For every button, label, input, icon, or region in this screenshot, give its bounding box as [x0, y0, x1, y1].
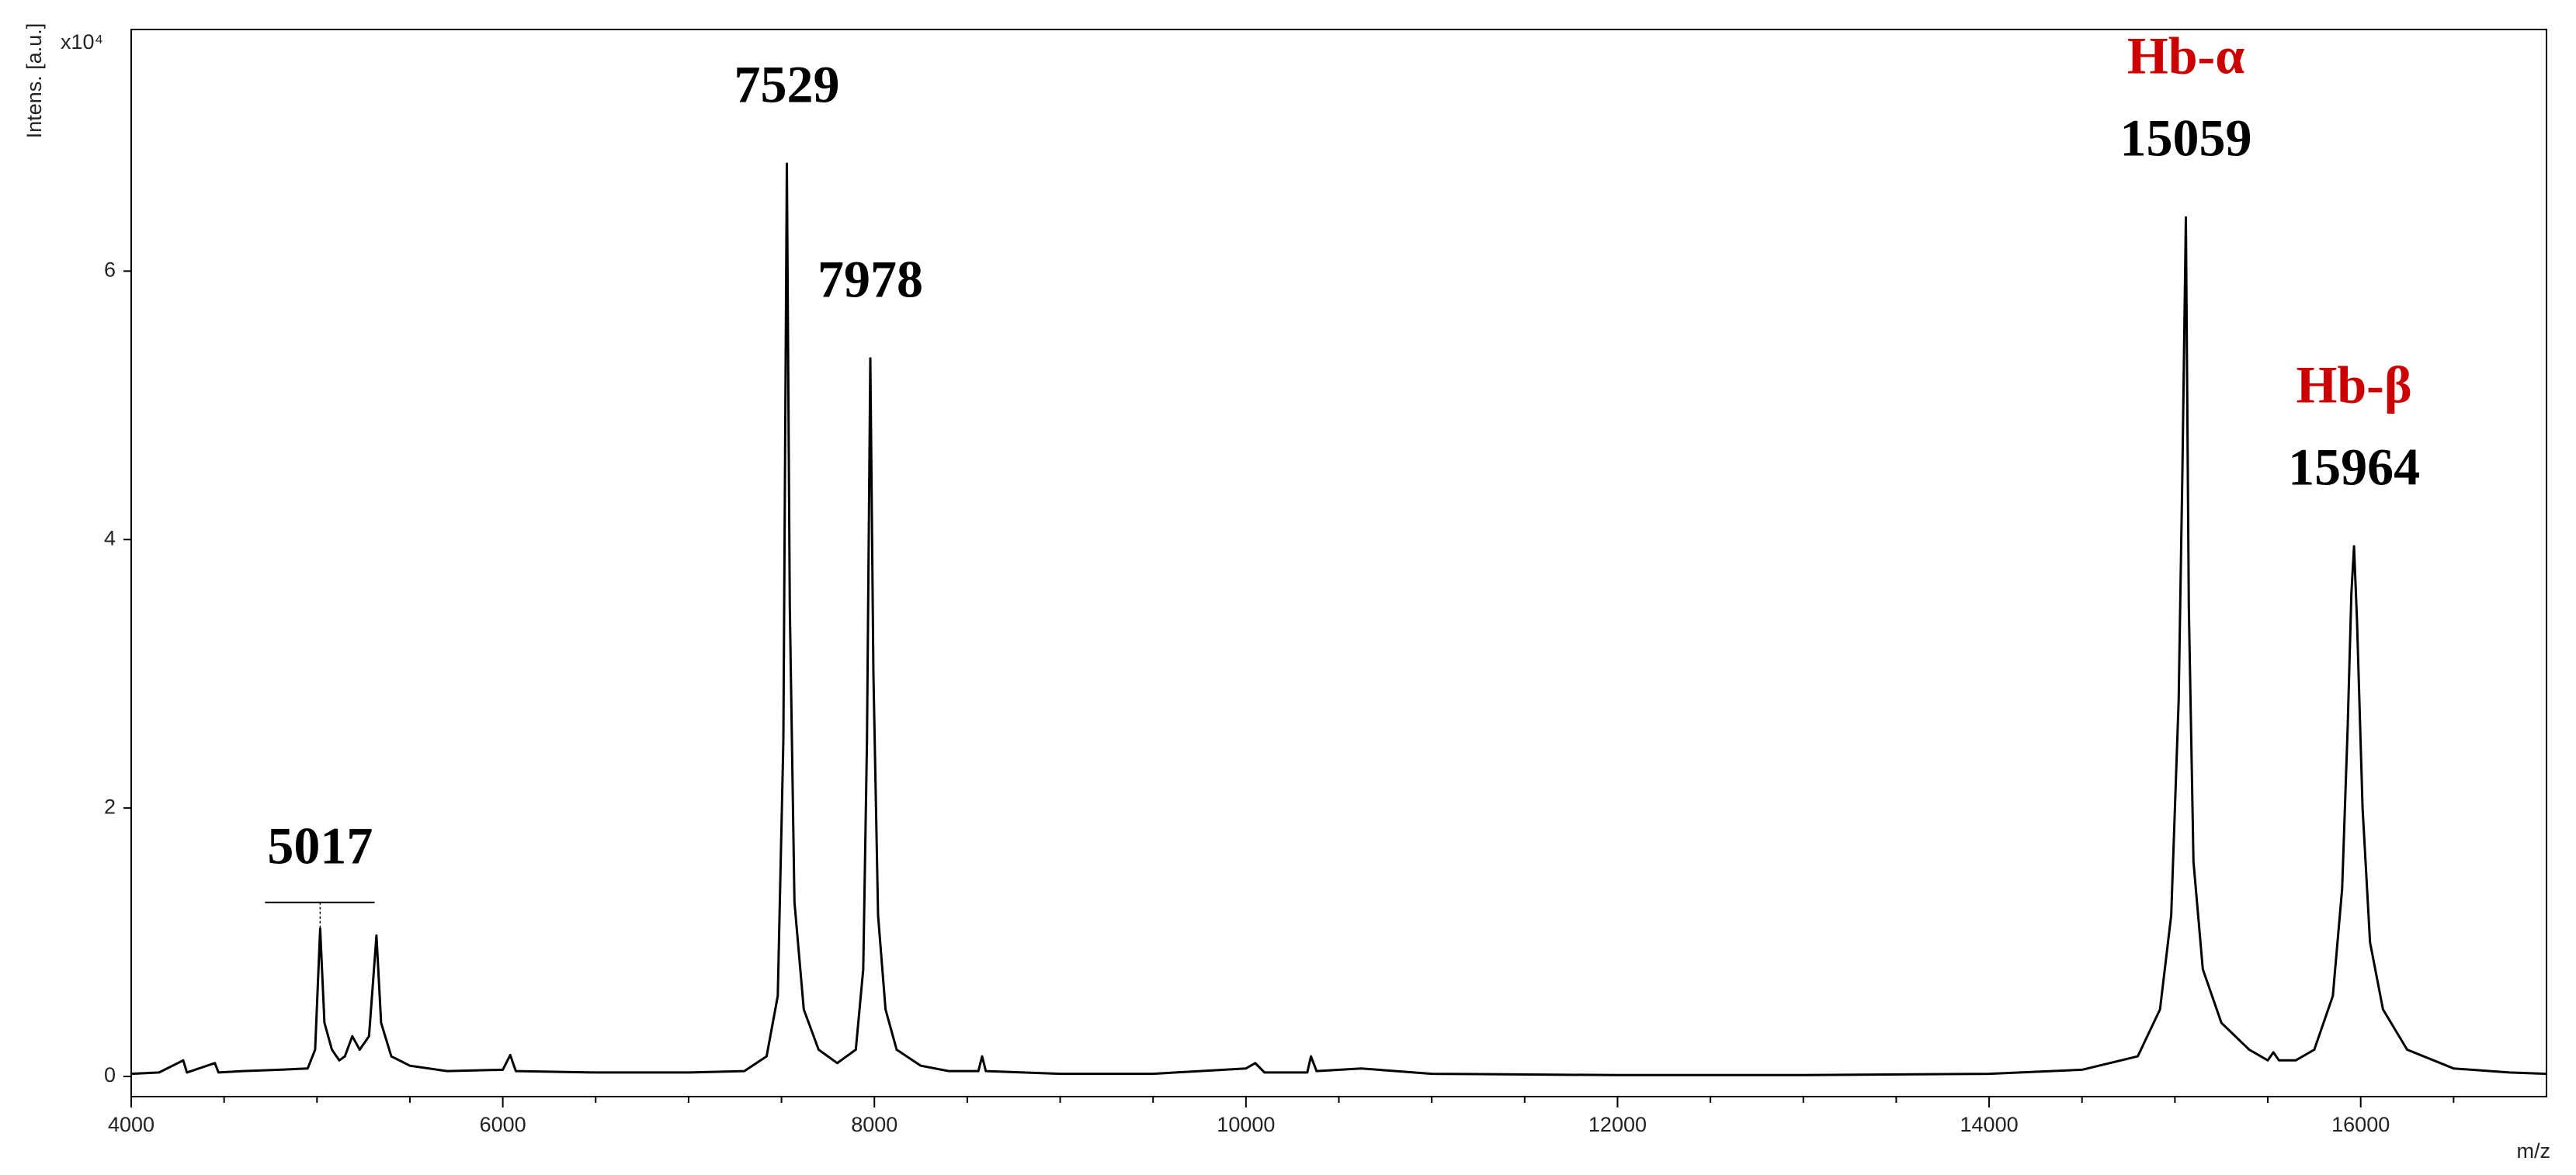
- y-multiplier: x10⁴: [61, 30, 103, 54]
- y-tick-label: 2: [104, 795, 116, 818]
- x-tick-label: 6000: [480, 1113, 526, 1136]
- spectrum-line: [130, 162, 2547, 1076]
- peak-name: Hb-β: [2296, 355, 2411, 414]
- peak-label: 15964: [2288, 437, 2420, 496]
- x-tick-label: 4000: [108, 1113, 154, 1136]
- y-tick-label: 4: [104, 526, 116, 549]
- x-tick-label: 10000: [1217, 1113, 1275, 1136]
- plot-frame: [130, 29, 2547, 1097]
- x-tick-label: 16000: [2331, 1113, 2390, 1136]
- peak-label: 5017: [267, 816, 373, 875]
- y-axis-label: Intens. [a.u.]: [23, 23, 46, 139]
- y-tick-label: 6: [104, 258, 116, 281]
- peak-name: Hb-α: [2127, 26, 2244, 85]
- peak-label: 7529: [734, 55, 840, 114]
- x-tick-label: 12000: [1588, 1113, 1647, 1136]
- x-axis-label: m/z: [2517, 1139, 2551, 1163]
- peak-label: 7978: [818, 249, 923, 308]
- x-tick-label: 8000: [851, 1113, 897, 1136]
- peak-label: 15059: [2120, 109, 2252, 168]
- x-tick-label: 14000: [1960, 1113, 2019, 1136]
- y-tick-label: 0: [104, 1063, 116, 1087]
